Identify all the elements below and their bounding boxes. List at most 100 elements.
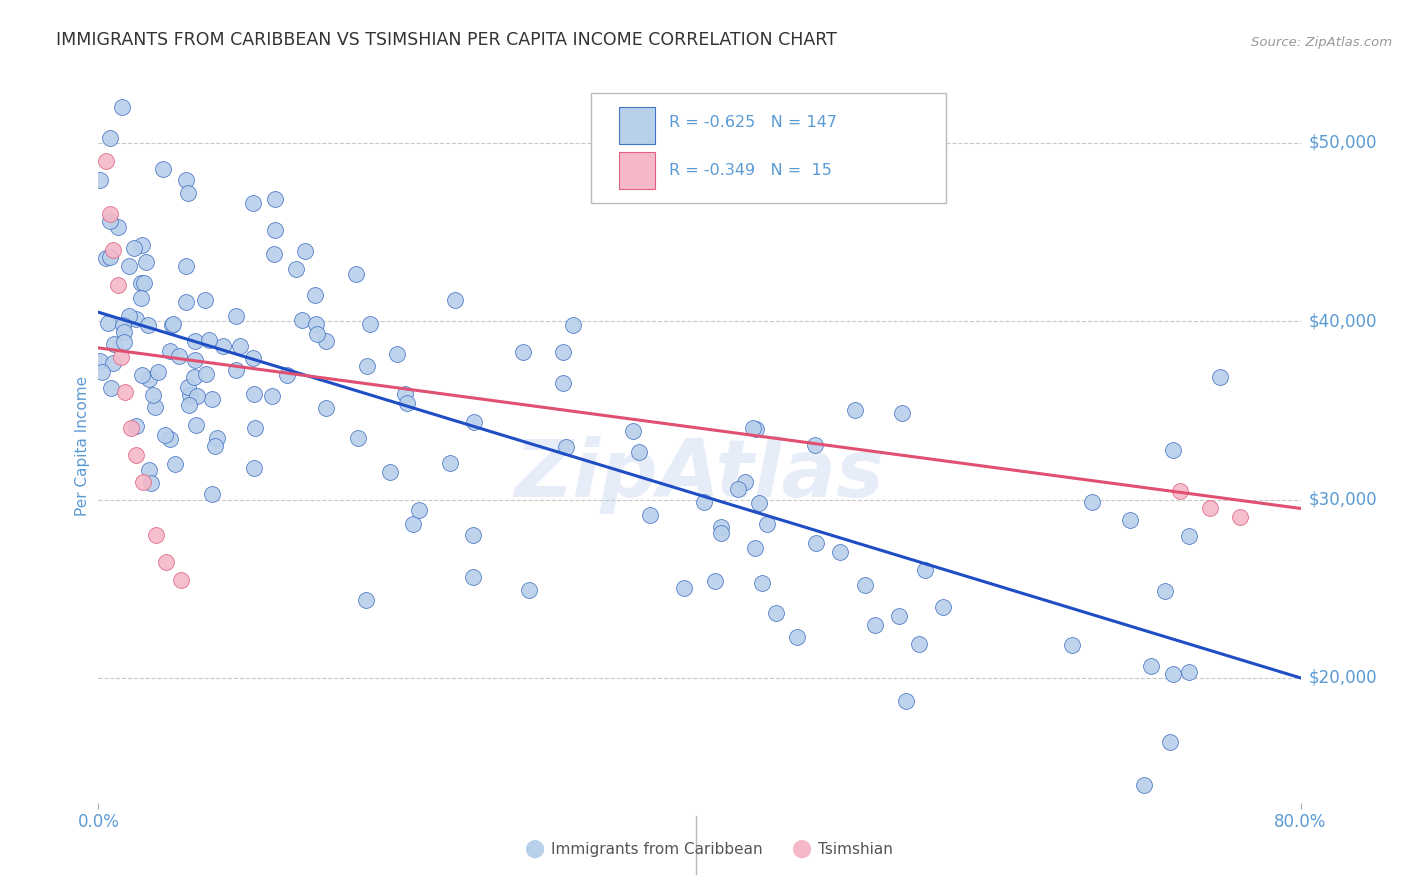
Point (122, 241, 145, 255)
Point (408, 503, 430, 517)
Point (174, 259, 197, 273)
Point (131, 368, 153, 382)
Point (159, 432, 181, 446)
Point (112, 325, 135, 339)
Point (89, 173, 111, 187)
Point (97, 316, 120, 330)
Point (887, 608, 910, 623)
Point (90, 366, 112, 380)
Point (179, 387, 201, 401)
Point (136, 318, 159, 332)
Point (129, 291, 152, 305)
Point (1178, 529, 1201, 543)
Point (804, 438, 827, 452)
Point (177, 186, 200, 200)
Point (183, 353, 205, 368)
Point (225, 362, 247, 376)
Point (1119, 512, 1142, 526)
Point (262, 389, 284, 403)
Point (125, 418, 148, 433)
Point (146, 365, 169, 379)
Point (628, 445, 651, 459)
Point (907, 637, 929, 651)
Point (554, 440, 576, 454)
Point (118, 310, 141, 324)
Point (263, 192, 285, 206)
Point (165, 458, 187, 472)
Point (103, 337, 125, 351)
Point (242, 351, 264, 365)
Point (135, 254, 157, 268)
Point (145, 528, 167, 542)
Point (107, 278, 129, 293)
Y-axis label: Per Capita Income: Per Capita Income (75, 376, 90, 516)
Point (1161, 667, 1184, 681)
Point (305, 317, 328, 331)
Point (744, 541, 766, 555)
Point (853, 577, 876, 591)
Point (402, 517, 425, 532)
Point (98, 250, 121, 264)
Point (638, 508, 661, 523)
Point (125, 448, 148, 462)
Point (1159, 735, 1181, 749)
Text: ZipAtlas: ZipAtlas (515, 435, 884, 514)
Point (225, 309, 247, 323)
Point (932, 600, 955, 615)
Text: ⬤: ⬤ (792, 840, 811, 858)
Point (174, 173, 197, 187)
Point (748, 496, 770, 510)
Point (291, 312, 314, 326)
Point (517, 583, 540, 598)
Point (1170, 483, 1192, 498)
Text: IMMIGRANTS FROM CARIBBEAN VS TSIMSHIAN PER CAPITA INCOME CORRELATION CHART: IMMIGRANTS FROM CARIBBEAN VS TSIMSHIAN P… (56, 31, 837, 49)
Point (1209, 369, 1232, 384)
Text: $20,000: $20,000 (1309, 669, 1378, 687)
Point (170, 573, 193, 587)
Point (512, 344, 534, 359)
Point (396, 395, 419, 409)
Point (621, 424, 644, 438)
Point (304, 288, 326, 302)
Point (112, 318, 135, 333)
Text: $40,000: $40,000 (1309, 312, 1378, 330)
Text: ⬤: ⬤ (524, 840, 544, 858)
Point (98, 214, 121, 228)
Point (765, 606, 787, 620)
Point (394, 386, 416, 401)
Point (1199, 501, 1222, 516)
Point (211, 339, 233, 353)
Point (176, 379, 198, 393)
Point (143, 401, 166, 415)
Point (1081, 495, 1104, 509)
Point (159, 343, 181, 358)
Point (94, 251, 117, 265)
Point (751, 576, 773, 591)
Point (703, 574, 725, 589)
Point (101, 356, 124, 370)
FancyBboxPatch shape (592, 93, 946, 203)
Point (344, 267, 367, 281)
Point (914, 563, 936, 577)
Point (184, 418, 207, 433)
Point (863, 618, 886, 632)
Point (551, 376, 574, 390)
Point (201, 392, 224, 407)
Point (243, 420, 266, 434)
Point (710, 520, 733, 534)
Point (1178, 665, 1201, 680)
Point (347, 431, 370, 445)
Point (1154, 584, 1177, 599)
Point (125, 312, 148, 326)
Point (284, 262, 307, 277)
Point (673, 582, 696, 596)
Text: Tsimshian: Tsimshian (818, 842, 893, 856)
Point (186, 389, 208, 403)
Text: Immigrants from Caribbean: Immigrants from Caribbean (551, 842, 763, 856)
Point (184, 334, 207, 348)
Point (1140, 659, 1163, 673)
Point (152, 162, 174, 177)
Point (229, 339, 252, 353)
Point (162, 317, 184, 331)
Point (439, 456, 461, 470)
